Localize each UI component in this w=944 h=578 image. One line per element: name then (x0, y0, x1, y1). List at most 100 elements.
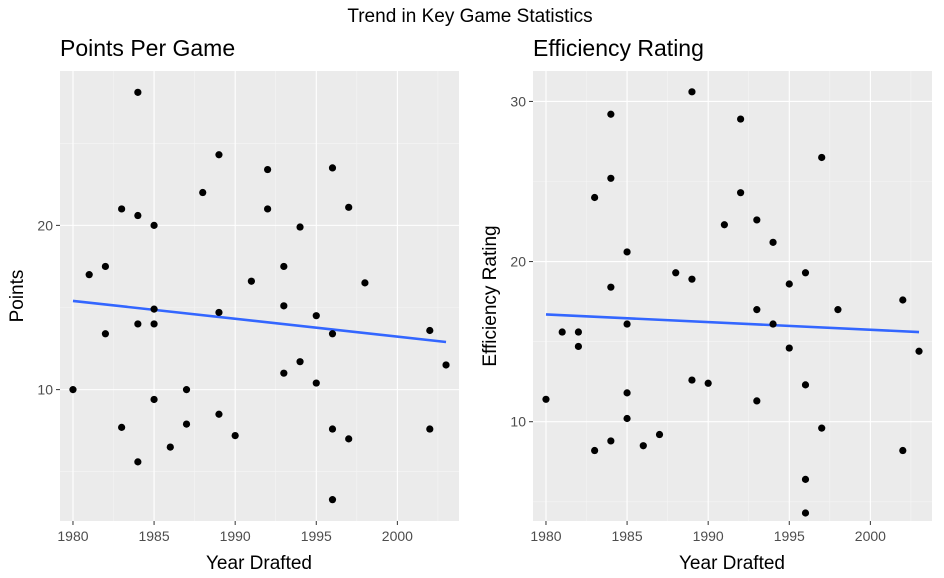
data-point (296, 358, 304, 366)
data-point (737, 115, 745, 123)
data-point (426, 425, 434, 433)
data-point (753, 216, 761, 224)
y-tick-label: 20 (37, 217, 53, 233)
data-point (607, 437, 615, 445)
x-axis-title: Year Drafted (679, 553, 785, 574)
trend-line (545, 313, 920, 334)
data-point (574, 328, 583, 336)
x-tick-label: 1990 (220, 528, 251, 544)
data-point (231, 431, 239, 440)
data-point (915, 347, 923, 355)
panel-title: Points Per Game (60, 35, 235, 61)
data-point (753, 397, 761, 405)
y-axis-title: Efficiency Rating (480, 225, 501, 366)
data-point (834, 306, 842, 314)
data-point (672, 269, 680, 277)
data-point (118, 423, 126, 431)
data-point (134, 458, 142, 466)
data-point (688, 275, 696, 283)
data-point (312, 379, 320, 387)
x-axis-title: Year Drafted (206, 553, 312, 574)
data-point (328, 496, 337, 504)
data-point (899, 296, 907, 304)
data-point (737, 189, 745, 197)
x-tick-label: 1980 (530, 528, 561, 544)
x-tick-label: 1995 (774, 528, 805, 544)
data-point (639, 442, 647, 450)
data-point (801, 475, 810, 483)
data-point (801, 269, 810, 277)
data-point (101, 262, 110, 271)
data-point (623, 414, 631, 423)
data-point (328, 164, 337, 172)
data-point (542, 395, 550, 403)
data-point (166, 443, 174, 451)
x-tick-label: 1985 (611, 528, 642, 544)
data-point (150, 305, 158, 313)
x-tick-label: 2000 (382, 528, 413, 544)
data-point (753, 306, 761, 314)
data-point (118, 205, 126, 213)
panel-title: Efficiency Rating (533, 35, 704, 61)
data-point (182, 386, 191, 394)
data-point (591, 193, 599, 202)
data-point (182, 420, 191, 428)
data-point (574, 342, 583, 351)
data-point (215, 151, 223, 159)
data-point (607, 174, 615, 182)
data-point (655, 430, 664, 439)
data-point (264, 205, 272, 213)
data-point (296, 223, 304, 231)
x-tick-label: 1995 (301, 528, 332, 544)
data-point (899, 446, 907, 455)
data-point (328, 425, 337, 433)
data-point (85, 271, 93, 279)
data-point (607, 283, 615, 291)
points-per-game-panel: Points Per Game 1980 1985 1990 1995 2000 10 20… (7, 35, 459, 574)
data-point (345, 203, 353, 211)
x-tick-label: 1990 (693, 528, 724, 544)
x-tick-label: 2000 (855, 528, 886, 544)
data-point (688, 376, 696, 384)
data-point (558, 328, 566, 336)
plot-panel-background (533, 71, 932, 521)
data-point (623, 248, 631, 256)
data-point (818, 424, 826, 432)
data-point (312, 312, 320, 320)
plot-panel-background (60, 71, 459, 521)
y-tick-label: 10 (37, 382, 53, 398)
data-point (69, 386, 77, 394)
data-point (607, 110, 615, 118)
data-point (215, 410, 223, 418)
data-point (818, 153, 826, 162)
data-point (150, 395, 158, 404)
data-point (280, 302, 288, 310)
data-point (769, 238, 777, 246)
data-point (215, 308, 223, 317)
efficiency-rating-panel: Efficiency Rating 1980 1985 1990 1995 2000 10… (480, 35, 932, 574)
y-axis-title: Points (7, 270, 28, 323)
data-point (134, 211, 142, 220)
x-tick-label: 1980 (57, 528, 88, 544)
data-point (426, 326, 434, 335)
data-point (134, 88, 142, 96)
data-point (199, 188, 207, 197)
data-point (280, 369, 288, 377)
data-point (345, 435, 353, 443)
data-point (801, 381, 810, 389)
trend-line (72, 299, 447, 344)
data-point (591, 446, 599, 455)
data-point (328, 330, 337, 338)
data-point (623, 320, 631, 328)
data-point (688, 88, 696, 96)
data-point (720, 221, 728, 229)
data-point (264, 165, 272, 174)
x-tick-label: 1985 (138, 528, 169, 544)
y-tick-label: 30 (510, 93, 526, 109)
data-point (247, 277, 255, 285)
data-point (769, 320, 777, 328)
data-point (280, 262, 288, 271)
data-point (801, 509, 810, 517)
data-point (150, 221, 158, 229)
